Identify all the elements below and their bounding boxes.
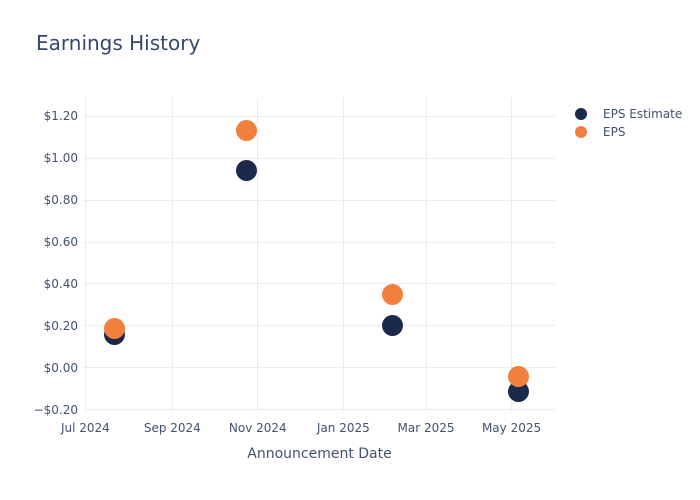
gridline-vertical <box>84 98 86 411</box>
x-axis-tick-label: Jan 2025 <box>316 421 370 435</box>
gridline-horizontal <box>84 367 555 369</box>
gridline-horizontal <box>84 199 555 201</box>
data-point-eps-estimate[interactable] <box>381 315 403 337</box>
data-point-eps[interactable] <box>508 365 530 387</box>
legend-item-eps-estimate[interactable]: EPS Estimate <box>575 106 682 122</box>
gridline-horizontal <box>84 409 555 411</box>
eps-estimate-marker-icon <box>575 108 587 120</box>
y-axis-tick-label: $0.00 <box>43 360 78 375</box>
gridline-horizontal <box>84 325 555 327</box>
gridline-vertical <box>171 98 173 411</box>
data-point-eps[interactable] <box>104 317 126 339</box>
y-axis-tick-label: $0.20 <box>43 318 78 333</box>
data-point-eps[interactable] <box>236 120 258 142</box>
gridline-horizontal <box>84 283 555 285</box>
y-axis-tick-label: −$0.20 <box>33 402 78 417</box>
y-axis-tick-label: $1.20 <box>43 109 78 124</box>
eps-marker-icon <box>575 126 587 138</box>
x-axis-title: Announcement Date <box>247 446 392 462</box>
gridline-vertical <box>425 98 427 411</box>
gridline-vertical <box>342 98 344 411</box>
gridline-vertical <box>511 98 513 411</box>
gridline-horizontal <box>84 241 555 243</box>
gridline-vertical <box>257 98 259 411</box>
legend-label-eps: EPS <box>603 125 626 139</box>
plot-area <box>84 98 555 411</box>
x-axis-tick-label: May 2025 <box>481 421 542 435</box>
legend: EPS Estimate EPS <box>575 106 682 140</box>
y-axis-tick-label: $0.40 <box>43 276 78 291</box>
gridline-horizontal <box>84 115 555 117</box>
chart-title: Earnings History <box>36 31 201 55</box>
y-axis-tick-label: $0.60 <box>43 235 78 249</box>
legend-item-eps[interactable]: EPS <box>575 124 682 140</box>
legend-label-eps-estimate: EPS Estimate <box>603 107 683 121</box>
x-axis-tick-label: Mar 2025 <box>397 421 455 435</box>
y-axis-tick-label: $1.00 <box>43 151 78 166</box>
data-point-eps[interactable] <box>381 283 403 305</box>
x-axis-tick-label: Jul 2024 <box>60 421 110 435</box>
gridline-horizontal <box>84 157 555 159</box>
x-axis-tick-label: Sep 2024 <box>143 421 201 435</box>
y-axis-tick-label: $0.80 <box>43 193 78 208</box>
data-point-eps-estimate[interactable] <box>236 160 258 182</box>
x-axis-tick-label: Nov 2024 <box>228 421 287 435</box>
